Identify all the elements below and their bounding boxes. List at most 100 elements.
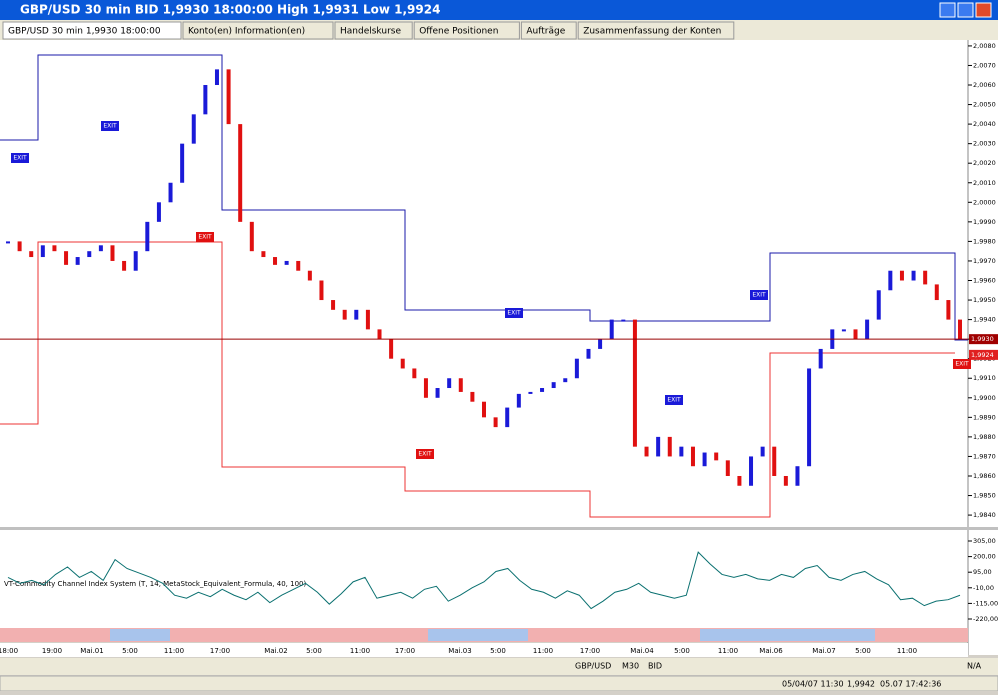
candle — [749, 456, 754, 486]
candle — [551, 382, 556, 389]
status-price: 1,9942 — [847, 680, 875, 689]
y-tick-label: 2,0020 — [973, 159, 996, 167]
tab[interactable] — [520, 21, 577, 40]
close-button[interactable] — [975, 2, 992, 18]
x-tick-label: Mai.02 — [264, 647, 287, 655]
y-tick-label: 2,0070 — [973, 61, 996, 69]
tab-label[interactable]: Aufträge — [526, 27, 565, 37]
side-select[interactable]: BID — [648, 662, 662, 671]
indicator-plot — [0, 525, 968, 628]
candle — [783, 475, 788, 486]
exit-marker — [101, 121, 119, 131]
candle — [6, 241, 10, 244]
candle — [40, 245, 45, 258]
candle — [493, 417, 498, 428]
candle — [98, 245, 103, 252]
candle — [342, 309, 347, 320]
signal-long — [428, 629, 528, 641]
candle — [876, 290, 881, 320]
x-tick-label: 19:00 — [42, 647, 62, 655]
candle — [214, 69, 219, 86]
period-select[interactable]: M30 — [622, 662, 639, 671]
exit-marker — [505, 308, 523, 318]
tab[interactable] — [577, 21, 735, 40]
zoom-select[interactable]: N/A — [967, 662, 982, 671]
candle — [528, 391, 533, 394]
candle — [923, 270, 928, 285]
y-tick-label: 1,9940 — [973, 316, 996, 324]
candle — [609, 319, 614, 340]
x-tick-label: 5:00 — [122, 647, 138, 655]
candle — [470, 391, 475, 402]
candle — [238, 124, 243, 222]
tab-label[interactable]: Offene Positionen — [419, 27, 498, 37]
y-tick-label: 200,00 — [973, 553, 996, 561]
candle — [203, 85, 208, 115]
candle — [377, 329, 382, 340]
candle — [331, 300, 336, 310]
tab-label[interactable]: Zusammenfassung der Konten — [583, 27, 721, 37]
candle — [516, 393, 521, 408]
candle — [760, 446, 765, 457]
candle — [64, 251, 69, 265]
tab[interactable] — [334, 21, 413, 40]
y-tick-label: 1,9900 — [973, 394, 996, 402]
candle — [365, 309, 370, 330]
candle — [389, 339, 394, 359]
x-tick-label: 11:00 — [533, 647, 553, 655]
candle — [632, 319, 637, 447]
pane-splitter — [0, 527, 998, 530]
x-tick-label: Mai.04 — [630, 647, 654, 655]
candle — [505, 407, 510, 428]
signal-long — [700, 629, 875, 641]
x-tick-label: 5:00 — [855, 647, 871, 655]
tab[interactable] — [182, 21, 334, 40]
candle — [690, 446, 695, 467]
x-tick-label: Mai.01 — [80, 647, 103, 655]
tab-label[interactable]: Konto(en) Information(en) — [188, 27, 305, 37]
price-tag — [969, 334, 998, 345]
candle — [853, 329, 858, 340]
channel-lower — [0, 241, 955, 518]
x-tick-label: 17:00 — [210, 647, 230, 655]
y-tick-label: -10,00 — [973, 584, 994, 592]
minimize-button[interactable] — [939, 2, 956, 18]
y-tick-label: 95,00 — [973, 568, 992, 576]
x-tick-label: 5:00 — [306, 647, 322, 655]
candle — [702, 452, 707, 467]
candle — [29, 251, 34, 258]
exit-label: EXIT — [752, 292, 766, 299]
channel-upper — [0, 54, 968, 341]
candle — [679, 446, 684, 457]
tab-label[interactable]: Handelskurse — [340, 27, 401, 37]
exit-label: EXIT — [198, 234, 212, 241]
candle — [75, 257, 80, 265]
y-tick-label: 2,0010 — [973, 179, 996, 187]
x-tick-label: 18:00 — [0, 647, 18, 655]
candle — [482, 401, 486, 418]
y-tick-label: 1,9870 — [973, 452, 996, 460]
candle — [110, 245, 115, 261]
candle — [888, 270, 893, 291]
tab[interactable] — [413, 21, 520, 40]
maximize-button[interactable] — [957, 2, 974, 18]
candle — [156, 202, 161, 222]
candle — [412, 368, 417, 379]
x-tick-label: 11:00 — [350, 647, 370, 655]
exit-marker — [11, 153, 29, 163]
y-tick-label: 1,9970 — [973, 257, 996, 265]
candle — [946, 300, 951, 320]
candle — [145, 221, 150, 252]
exit-label: EXIT — [103, 123, 117, 130]
exit-marker — [196, 232, 214, 242]
candle — [191, 114, 196, 144]
y-tick-label: 1,9980 — [973, 237, 996, 245]
candle — [934, 284, 939, 301]
candle — [226, 69, 231, 125]
y-tick-label: 1,9910 — [973, 374, 996, 382]
tab[interactable] — [2, 21, 182, 40]
price-axis — [968, 40, 998, 655]
candle — [865, 319, 870, 340]
symbol-select[interactable]: GBP/USD — [575, 662, 611, 671]
tab-label[interactable]: GBP/USD 30 min 1,9930 18:00:00 — [8, 27, 161, 37]
